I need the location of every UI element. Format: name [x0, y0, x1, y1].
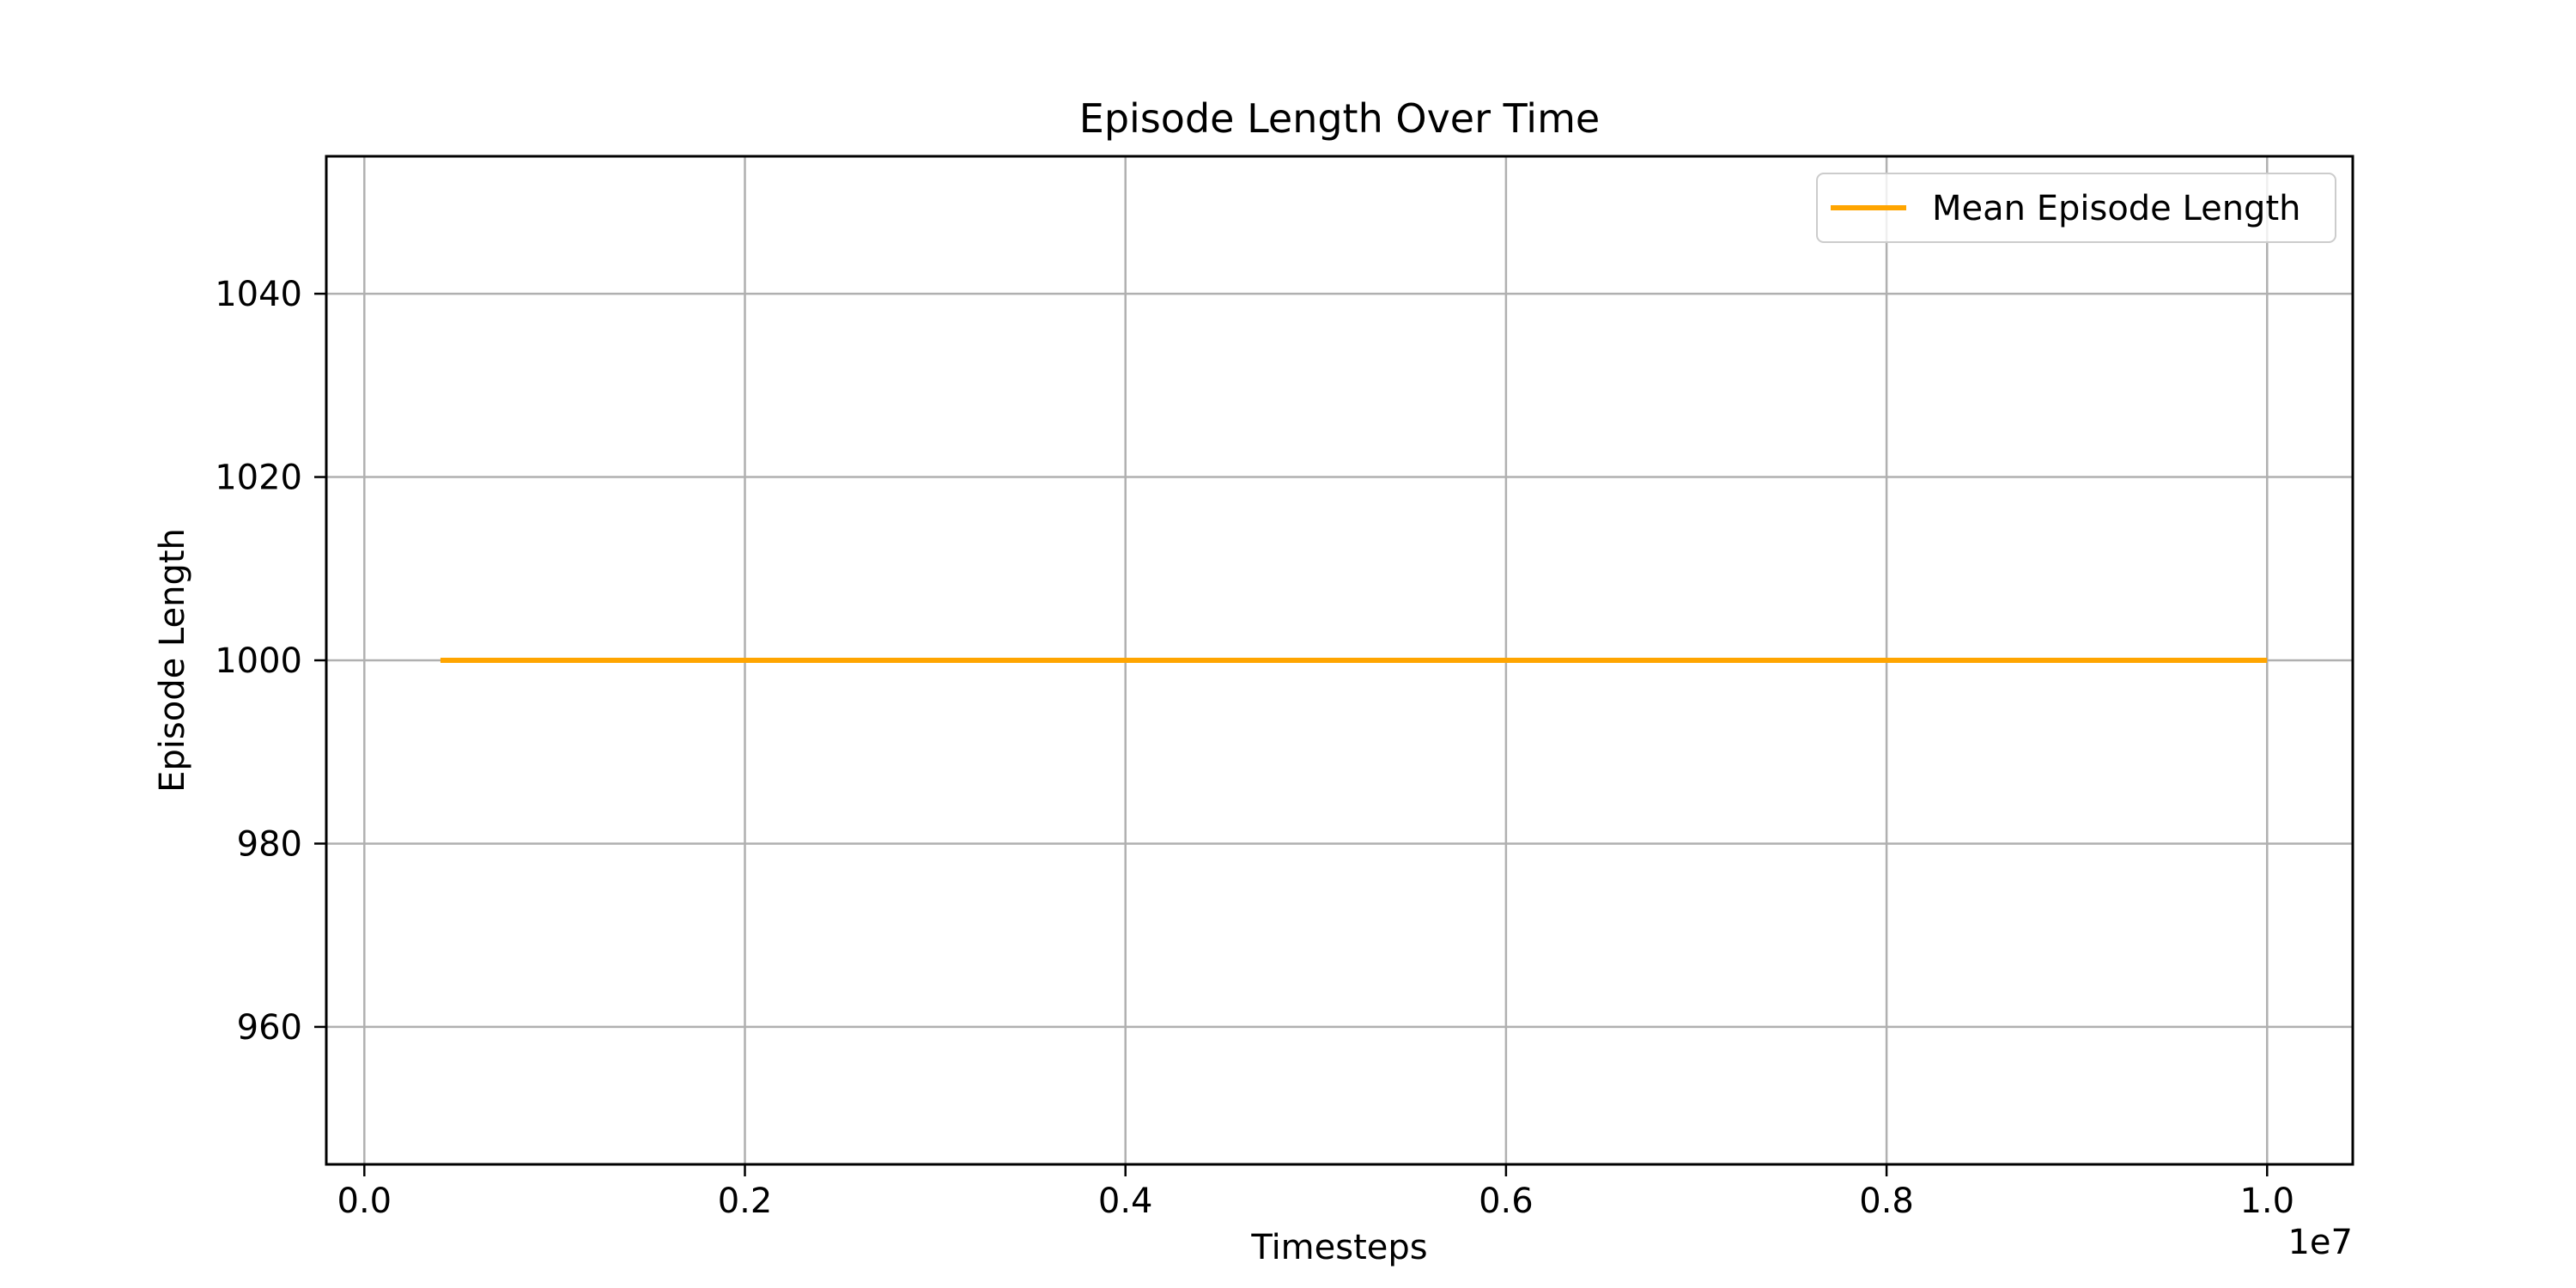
chart-title: Episode Length Over Time — [1079, 95, 1600, 142]
y-tick-label: 1020 — [215, 459, 302, 498]
legend: Mean Episode Length — [1816, 173, 2336, 243]
x-tick-label: 0.0 — [337, 1182, 392, 1221]
y-tick-label: 1000 — [215, 641, 302, 681]
x-tick-label: 1.0 — [2239, 1182, 2294, 1221]
x-axis-label: Timesteps — [1250, 1228, 1427, 1267]
legend-label: Mean Episode Length — [1932, 189, 2300, 228]
y-axis-label: Episode Length — [153, 528, 192, 793]
y-tick-label: 980 — [237, 824, 302, 864]
y-tick-label: 1040 — [215, 275, 302, 314]
y-tick-label: 960 — [237, 1008, 302, 1048]
tick-layer: 0.0 0.2 0.4 0.6 0.8 1.0 960 980 1000 1020 1040 — [215, 275, 2294, 1221]
x-tick-label: 0.2 — [718, 1182, 773, 1221]
x-tick-label: 0.4 — [1098, 1182, 1153, 1221]
x-tick-label: 0.6 — [1479, 1182, 1534, 1221]
x-tick-label: 0.8 — [1859, 1182, 1914, 1221]
x-axis-offset-label: 1e7 — [2287, 1223, 2353, 1262]
legend-box — [1816, 173, 2336, 243]
